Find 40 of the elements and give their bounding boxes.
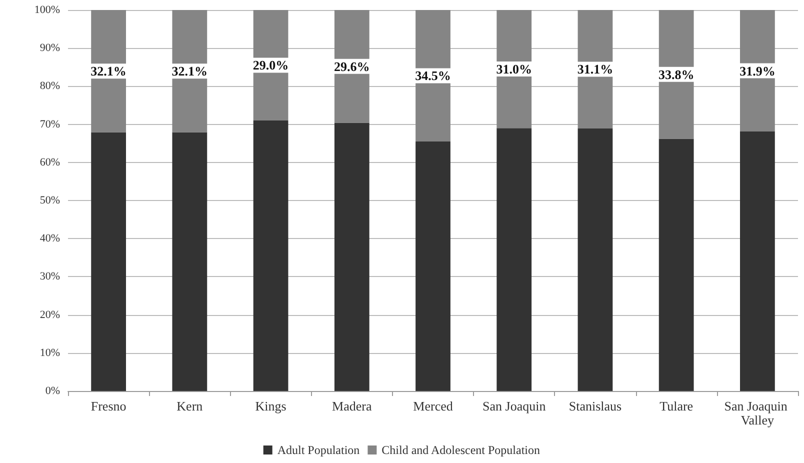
data-label: 29.0% [252,58,289,73]
y-tick-label: 0% [45,385,60,397]
data-label: 32.1% [172,64,208,79]
bar [416,141,450,391]
y-tick-label: 20% [40,308,60,321]
bar [740,132,775,391]
legend-label: Child and Adolescent Population [382,443,540,457]
bar [578,128,613,391]
y-tick-label: 90% [40,42,60,54]
bar [658,138,694,391]
data-label: 31.9% [740,63,776,78]
x-tick-label: San Joaquin [482,398,546,414]
bar [253,120,288,391]
x-tick-label: Kings [255,398,286,414]
bar [496,128,532,391]
bar [91,132,126,391]
y-tick-label: 10% [40,346,60,359]
x-tick-label: Tulare [660,398,694,414]
x-tick-label: Kern [176,398,204,414]
y-tick-label: 50% [40,194,60,206]
bar [172,132,208,391]
data-label: 29.6% [334,58,370,74]
y-tick-label: 40% [40,232,60,245]
y-tick-label: 60% [40,156,60,168]
y-tick-label: 70% [40,118,60,130]
y-tick-label: 100% [34,4,60,16]
bar [334,122,370,391]
data-label: 33.8% [658,66,694,82]
y-tick-label: 80% [40,80,60,92]
x-tick-label: Madera [332,398,372,414]
y-tick-label: 30% [40,270,60,283]
data-label: 31.0% [496,62,532,77]
data-label: 34.5% [415,68,451,84]
data-label: 31.1% [577,62,614,77]
x-tick-label: San Joaquin Valley [724,398,791,428]
x-tick-label: Merced [413,398,454,414]
x-tick-label: Stanislaus [568,398,622,414]
legend-label: Adult Population [277,443,360,457]
x-tick-label: Fresno [90,398,126,414]
data-label: 32.1% [90,64,126,79]
